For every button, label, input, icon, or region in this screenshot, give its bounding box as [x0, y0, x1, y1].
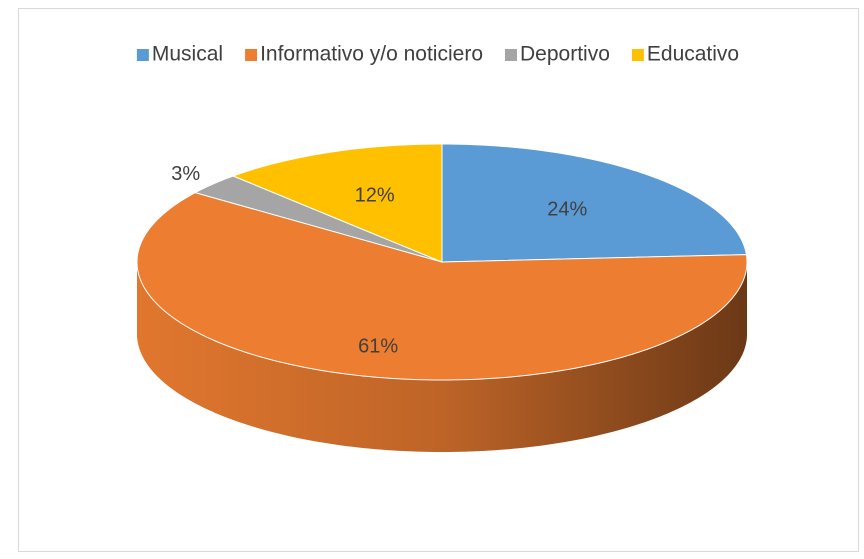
legend-swatch	[505, 49, 517, 61]
data-label: 12%	[355, 184, 395, 206]
slice	[441, 143, 748, 263]
legend-swatch	[136, 49, 149, 61]
side-shade	[137, 262, 747, 452]
data-label: 3%	[171, 163, 200, 185]
legend-text: Educativo	[647, 43, 739, 66]
slice	[136, 192, 748, 381]
legend-swatch	[245, 49, 258, 61]
legend-text: Musical	[152, 43, 223, 66]
legend-swatch	[631, 49, 644, 61]
data-label: 24%	[547, 199, 587, 221]
slice	[193, 175, 443, 263]
legend-text: Informativo y/o noticiero	[260, 43, 483, 66]
slice	[231, 143, 443, 263]
data-label: 61%	[358, 335, 398, 357]
legend-text: Deportivo	[520, 43, 610, 66]
